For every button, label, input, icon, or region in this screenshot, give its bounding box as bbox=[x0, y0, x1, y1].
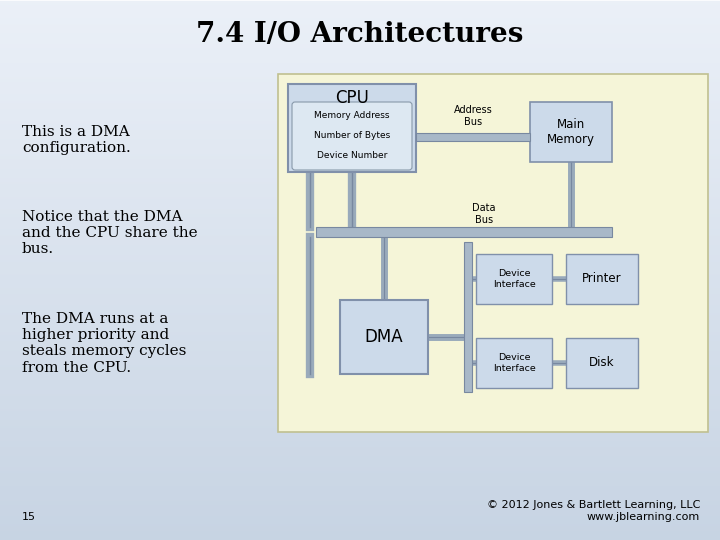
Text: Number of Bytes: Number of Bytes bbox=[314, 131, 390, 139]
Text: Address
Bus: Address Bus bbox=[454, 105, 492, 127]
FancyBboxPatch shape bbox=[566, 254, 638, 304]
FancyBboxPatch shape bbox=[288, 84, 416, 172]
FancyBboxPatch shape bbox=[530, 102, 612, 162]
Text: Memory Address: Memory Address bbox=[314, 111, 390, 119]
Bar bbox=[316, 227, 612, 237]
Text: © 2012 Jones & Bartlett Learning, LLC
www.jblearning.com: © 2012 Jones & Bartlett Learning, LLC ww… bbox=[487, 501, 700, 522]
FancyBboxPatch shape bbox=[476, 338, 552, 388]
Text: Printer: Printer bbox=[582, 273, 622, 286]
Text: The DMA runs at a
higher priority and
steals memory cycles
from the CPU.: The DMA runs at a higher priority and st… bbox=[22, 312, 186, 375]
Text: Disk: Disk bbox=[589, 356, 615, 369]
Text: This is a DMA
configuration.: This is a DMA configuration. bbox=[22, 125, 131, 155]
Text: Notice that the DMA
and the CPU share the
bus.: Notice that the DMA and the CPU share th… bbox=[22, 210, 197, 256]
Text: Device
Interface: Device Interface bbox=[492, 269, 536, 289]
Text: CPU: CPU bbox=[335, 89, 369, 107]
Text: DMA: DMA bbox=[365, 328, 403, 346]
Text: 7.4 I/O Architectures: 7.4 I/O Architectures bbox=[197, 22, 523, 49]
Bar bbox=[464, 242, 472, 392]
FancyBboxPatch shape bbox=[340, 300, 428, 374]
Text: Device Number: Device Number bbox=[317, 151, 387, 159]
FancyBboxPatch shape bbox=[292, 102, 412, 170]
FancyBboxPatch shape bbox=[566, 338, 638, 388]
FancyBboxPatch shape bbox=[476, 254, 552, 304]
Text: Device
Interface: Device Interface bbox=[492, 353, 536, 373]
Text: Main
Memory: Main Memory bbox=[547, 118, 595, 146]
Bar bbox=[416, 133, 530, 141]
Text: Data
Bus: Data Bus bbox=[472, 204, 496, 225]
FancyBboxPatch shape bbox=[278, 74, 708, 432]
Text: 15: 15 bbox=[22, 512, 36, 522]
